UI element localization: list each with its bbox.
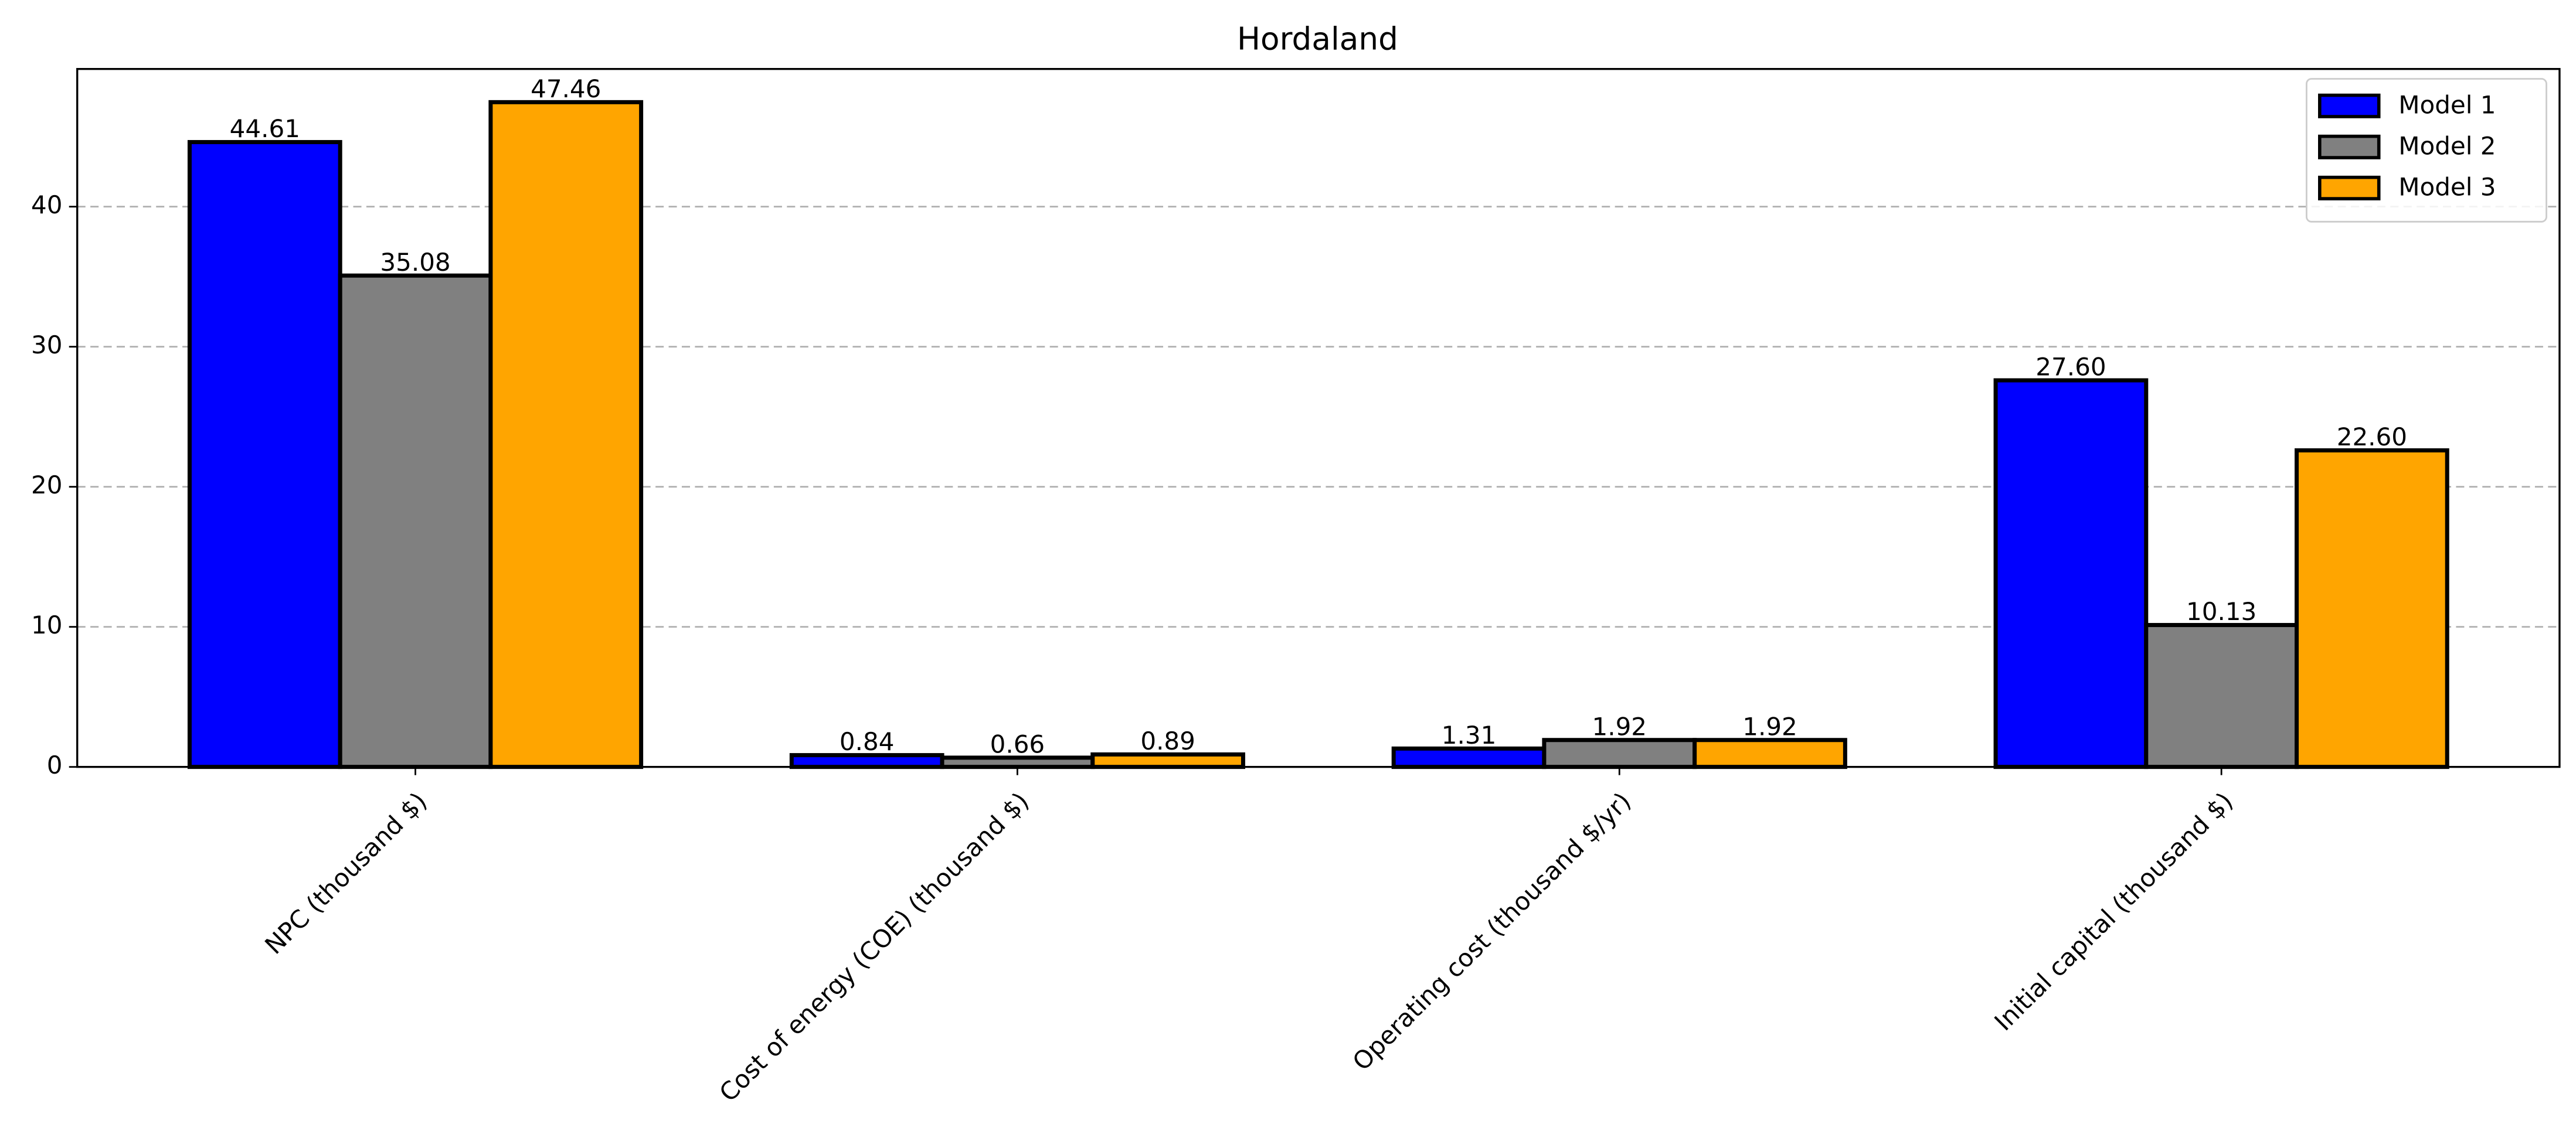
bar [2144,623,2299,769]
value-label: 1.92 [1742,712,1797,741]
legend-label: Model 2 [2398,132,2496,161]
value-label: 27.60 [2035,353,2106,382]
y-tick-label: 40 [31,190,62,219]
x-tick-label: Operating cost (thousand $/yr) [1347,786,1637,1076]
value-label: 35.08 [380,248,450,277]
value-label: 0.89 [1140,727,1195,755]
bar [1693,738,1847,769]
y-tick-label: 30 [31,331,62,359]
x-tick-label: Cost of energy (COE) (thousand $) [713,786,1034,1107]
bar [940,755,1095,769]
x-tick-label: Initial capital (thousand $) [1989,786,2238,1036]
bar [2295,448,2449,769]
y-tick-label: 10 [31,611,62,639]
bar [338,273,493,769]
value-label: 0.84 [840,727,895,756]
legend-label: Model 3 [2398,173,2496,202]
value-label: 22.60 [2337,423,2407,451]
value-label: 1.31 [1442,721,1497,750]
value-label: 10.13 [2186,597,2256,626]
y-tick-label: 20 [31,471,62,499]
plot-frame [76,68,2561,768]
legend-swatch [2318,134,2381,159]
bar [187,139,342,769]
legend-swatch [2318,175,2381,200]
bar [1391,746,1547,769]
bar [789,753,944,769]
y-tick-label: 0 [47,751,63,779]
x-tick-label: NPC (thousand $) [259,786,432,959]
bar [1993,378,2149,769]
bar [1542,738,1697,769]
legend-label: Model 1 [2398,91,2496,120]
value-label: 44.61 [230,114,300,143]
value-label: 1.92 [1592,712,1647,741]
legend-swatch [2318,93,2381,118]
bar [488,100,644,769]
chart-title: Hordaland [1237,21,1398,57]
value-label: 47.46 [531,74,601,103]
value-label: 0.66 [990,730,1045,758]
bar [1090,752,1245,769]
legend: Model 1 Model 2 Model 3 [2305,78,2547,223]
